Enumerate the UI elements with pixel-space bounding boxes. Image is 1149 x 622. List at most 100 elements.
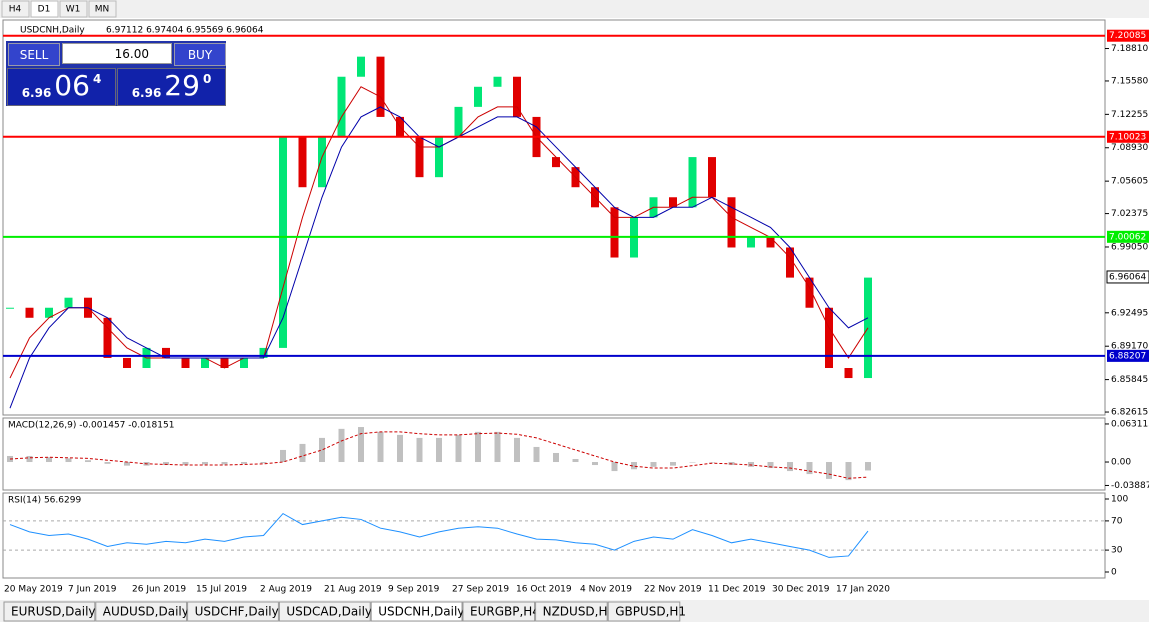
macd-bar xyxy=(494,431,501,463)
price-point: 0 xyxy=(202,72,212,86)
timeframe-button[interactable] xyxy=(1,0,30,18)
y-tick-label: 7.05605 xyxy=(1111,177,1148,187)
macd-bar xyxy=(865,462,871,471)
macd-bar xyxy=(26,455,33,463)
macd-bar xyxy=(338,428,345,463)
macd-bar xyxy=(182,462,189,466)
candle xyxy=(513,76,521,117)
candle xyxy=(103,317,112,358)
candle xyxy=(610,207,619,258)
symbol-tab-label: EURGBP,H4 xyxy=(470,605,540,619)
macd-bar xyxy=(455,434,462,463)
symbol-tab[interactable] xyxy=(607,601,681,622)
level-tag xyxy=(1107,230,1149,243)
x-tick-label: 17 Jan 2020 xyxy=(836,585,890,595)
symbol-tab-label: GBPUSD,H1 xyxy=(615,605,686,619)
candle xyxy=(337,76,346,138)
candle xyxy=(552,157,560,168)
macd-bar xyxy=(592,462,598,466)
macd-bar xyxy=(767,462,774,469)
macd-bar xyxy=(787,462,793,472)
sell-price[interactable]: 6.96 06 4 xyxy=(7,68,116,106)
timeframe-label: MN xyxy=(95,5,110,15)
lots-input[interactable]: 16.00 xyxy=(62,43,172,64)
candle xyxy=(259,347,268,358)
x-tick-label: 26 Jun 2019 xyxy=(132,585,186,595)
macd-bar xyxy=(65,458,72,463)
y-tick-label: 7.15580 xyxy=(1111,76,1148,86)
macd-bar xyxy=(280,449,286,463)
timeframe-label: D1 xyxy=(38,5,51,15)
trade-panel: SELL 16.00 BUY 6.96 06 4 6.96 29 0 xyxy=(6,41,226,106)
macd-bar xyxy=(202,462,208,465)
candle xyxy=(844,367,853,379)
macd-bar xyxy=(260,462,267,464)
level-tag xyxy=(1107,349,1149,362)
candle xyxy=(357,56,365,77)
candle xyxy=(220,357,229,368)
macd-bar xyxy=(670,462,676,466)
y-tick-label: 6.82615 xyxy=(1111,408,1148,418)
buy-button[interactable]: BUY xyxy=(174,43,226,66)
price-big: 6.96 xyxy=(131,86,162,100)
x-tick-label: 2 Aug 2019 xyxy=(260,585,312,595)
symbol-tab[interactable] xyxy=(3,601,96,622)
timeframe-button[interactable] xyxy=(88,0,117,18)
level-label: 7.20085 xyxy=(1109,31,1146,41)
y-tick-label: 100 xyxy=(1111,494,1128,504)
candle xyxy=(25,307,34,318)
y-tick-label: 7.18810 xyxy=(1111,44,1148,54)
y-tick-label: 6.99050 xyxy=(1111,242,1148,252)
sell-button[interactable]: SELL xyxy=(8,43,60,66)
y-tick-label: 30 xyxy=(1111,546,1123,556)
price-pips: 06 xyxy=(54,69,90,102)
candle xyxy=(181,357,190,368)
candle xyxy=(162,347,170,358)
y-tick-label: 7.08930 xyxy=(1111,143,1148,153)
x-tick-label: 9 Sep 2019 xyxy=(388,585,440,595)
macd-bar xyxy=(631,462,637,470)
price-point: 4 xyxy=(92,72,102,86)
toolbar xyxy=(0,0,1149,18)
symbol-tab-label: NZDUSD,H1 xyxy=(543,605,616,619)
symbol-tab-label: AUDUSD,Daily xyxy=(103,605,189,619)
candle xyxy=(474,86,482,107)
symbol-tab[interactable] xyxy=(95,601,188,622)
x-tick-label: 7 Jun 2019 xyxy=(68,585,117,595)
macd-bar xyxy=(611,462,618,472)
ma-slow xyxy=(9,106,869,409)
macd-panel xyxy=(2,417,1106,491)
macd-bar xyxy=(124,462,130,466)
macd-bar xyxy=(709,462,715,463)
ohlc-text: 6.97112 6.97404 6.95569 6.96064 xyxy=(106,26,264,36)
x-tick-label: 15 Jul 2019 xyxy=(196,585,247,595)
macd-bar xyxy=(475,431,481,463)
candle xyxy=(766,237,775,248)
symbol-tab[interactable] xyxy=(187,601,279,622)
timeframe-button[interactable] xyxy=(59,0,88,18)
timeframe-button[interactable] xyxy=(30,0,59,18)
symbol-tab[interactable] xyxy=(278,601,371,622)
buy-price[interactable]: 6.96 29 0 xyxy=(117,68,226,106)
y-tick-label: 0 xyxy=(1111,568,1117,578)
macd-bar xyxy=(533,446,540,463)
candle xyxy=(669,197,677,208)
x-tick-label: 11 Dec 2019 xyxy=(708,585,766,595)
y-tick-label: 6.92495 xyxy=(1111,308,1148,318)
candle xyxy=(415,137,424,178)
candle xyxy=(64,297,73,308)
symbol-tab[interactable] xyxy=(535,601,608,622)
level-label: 7.10023 xyxy=(1109,132,1146,142)
symbol-tab[interactable] xyxy=(370,601,463,622)
macd-bar xyxy=(221,462,228,465)
macd-bar xyxy=(241,462,247,464)
macd-bar xyxy=(514,437,520,463)
candle xyxy=(435,137,443,178)
candle xyxy=(123,357,131,368)
x-tick-label: 16 Oct 2019 xyxy=(516,585,572,595)
y-tick-label: -0.038872 xyxy=(1111,481,1149,491)
symbol-tab[interactable] xyxy=(462,601,536,622)
level-tag xyxy=(1107,29,1149,42)
candle xyxy=(279,137,287,348)
candle xyxy=(454,106,463,138)
